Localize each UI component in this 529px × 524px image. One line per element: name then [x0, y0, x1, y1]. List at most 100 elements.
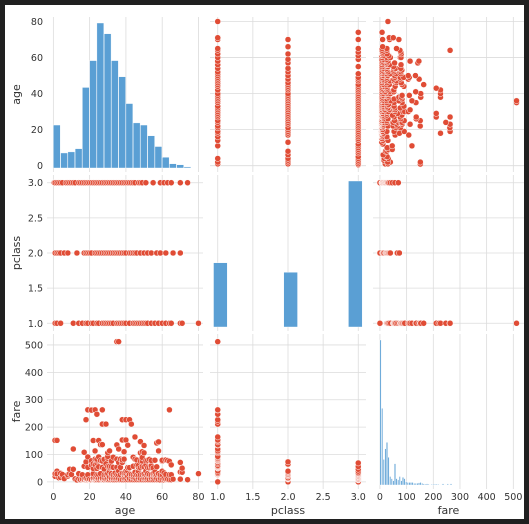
scatter-point [151, 456, 159, 464]
histogram-bar [394, 463, 396, 486]
histogram-bar [402, 477, 404, 486]
scatter-point [214, 416, 221, 423]
y-axis-label: fare [10, 400, 23, 422]
panel-fare-vs-age [47, 334, 203, 489]
x-tick-label: 0 [50, 492, 56, 503]
scatter-point [405, 131, 412, 139]
histogram-bar [82, 87, 90, 169]
scatter-point [395, 179, 402, 186]
histogram-bar [348, 180, 363, 328]
scatter-point [395, 36, 403, 43]
scatter-point [90, 437, 97, 444]
scatter-point [214, 338, 221, 345]
panel-age-vs-pclass [210, 17, 366, 172]
scatter-point [284, 56, 292, 63]
scatter-point [284, 65, 292, 72]
scatter-point [99, 441, 106, 448]
scatter-point [417, 158, 424, 166]
scatter-point [120, 448, 128, 456]
scatter-point [169, 475, 177, 483]
x-tick-label: 200 [424, 492, 442, 503]
x-tick-label: 2.5 [316, 492, 331, 503]
histogram-bar [389, 476, 392, 486]
scatter-point [155, 447, 162, 455]
x-axis-label: age [115, 504, 136, 517]
histogram-bar [410, 482, 412, 486]
scatter-point [412, 113, 420, 121]
x-tick-label: 300 [451, 492, 469, 503]
histogram-bar [426, 483, 428, 486]
scatter-point [166, 406, 173, 414]
scatter-point [384, 18, 392, 25]
scatter-point [284, 148, 292, 155]
y-tick-label: 40 [31, 89, 43, 100]
scatter-point [177, 179, 184, 186]
histogram-bar [406, 482, 409, 486]
scatter-point [93, 410, 101, 418]
x-tick-label: 100 [398, 492, 416, 503]
histogram-bar [132, 122, 141, 169]
histogram-bar [176, 164, 184, 169]
scatter-point [57, 320, 64, 327]
x-tick-label: 40 [120, 492, 132, 503]
histogram-bar [382, 459, 385, 486]
histogram-bar [432, 483, 435, 486]
scatter-point [397, 61, 405, 69]
scatter-point [142, 179, 150, 186]
histogram-bar [213, 262, 228, 328]
scatter-point [148, 249, 155, 257]
x-tick-label: 2.0 [280, 492, 295, 503]
pairplot-svg: 020406080age1.01.52.02.53.0pclass0100200… [10, 17, 524, 517]
scatter-point [420, 320, 427, 327]
scatter-point [178, 320, 186, 327]
scatter-point [131, 433, 139, 441]
y-tick-label: 3.0 [28, 178, 43, 189]
scatter-point [390, 34, 397, 41]
scatter-point [355, 29, 362, 36]
scatter-point [177, 475, 184, 483]
scatter-point [437, 130, 444, 137]
x-tick-label: 1.0 [210, 492, 225, 503]
histogram-bar [430, 483, 433, 486]
scatter-point [388, 142, 396, 150]
panel-pclass-vs-pclass [210, 175, 366, 331]
scatter-point [406, 57, 414, 65]
histogram-bar [74, 148, 83, 169]
histogram-bar [413, 483, 416, 486]
x-tick-label: 80 [192, 492, 204, 503]
scatter-point [432, 84, 440, 92]
scatter-point [124, 441, 131, 449]
scatter-point [379, 43, 386, 50]
x-tick-label: 500 [504, 492, 522, 503]
histogram-bar [60, 152, 68, 169]
scatter-point [391, 59, 398, 67]
scatter-point [149, 179, 157, 186]
scatter-point [284, 458, 292, 466]
scatter-point [376, 320, 384, 327]
histogram-bar [118, 76, 126, 169]
y-tick-label: 400 [25, 368, 43, 379]
y-axis-label: pclass [10, 236, 23, 271]
y-tick-label: 60 [31, 53, 43, 64]
histogram-bar [395, 478, 398, 486]
histogram-bar [183, 166, 192, 169]
scatter-point [168, 461, 175, 469]
scatter-point [355, 70, 362, 78]
scatter-point [140, 449, 148, 457]
histogram-bar [125, 103, 134, 169]
histogram-bar [398, 476, 401, 486]
scatter-point [446, 47, 454, 54]
scatter-point [184, 476, 191, 483]
histogram-bar [53, 124, 61, 169]
scatter-point [214, 155, 221, 162]
scatter-point [184, 179, 191, 186]
histogram-bar [384, 448, 387, 486]
scatter-point [513, 320, 520, 327]
x-tick-label: 1.5 [245, 492, 260, 503]
scatter-point [70, 466, 77, 473]
x-tick-label: 3.0 [351, 492, 366, 503]
histogram-bar [169, 163, 177, 169]
x-tick-label: 0 [377, 492, 383, 503]
histogram-bar [381, 408, 384, 486]
panel-pclass-vs-age [47, 175, 203, 331]
